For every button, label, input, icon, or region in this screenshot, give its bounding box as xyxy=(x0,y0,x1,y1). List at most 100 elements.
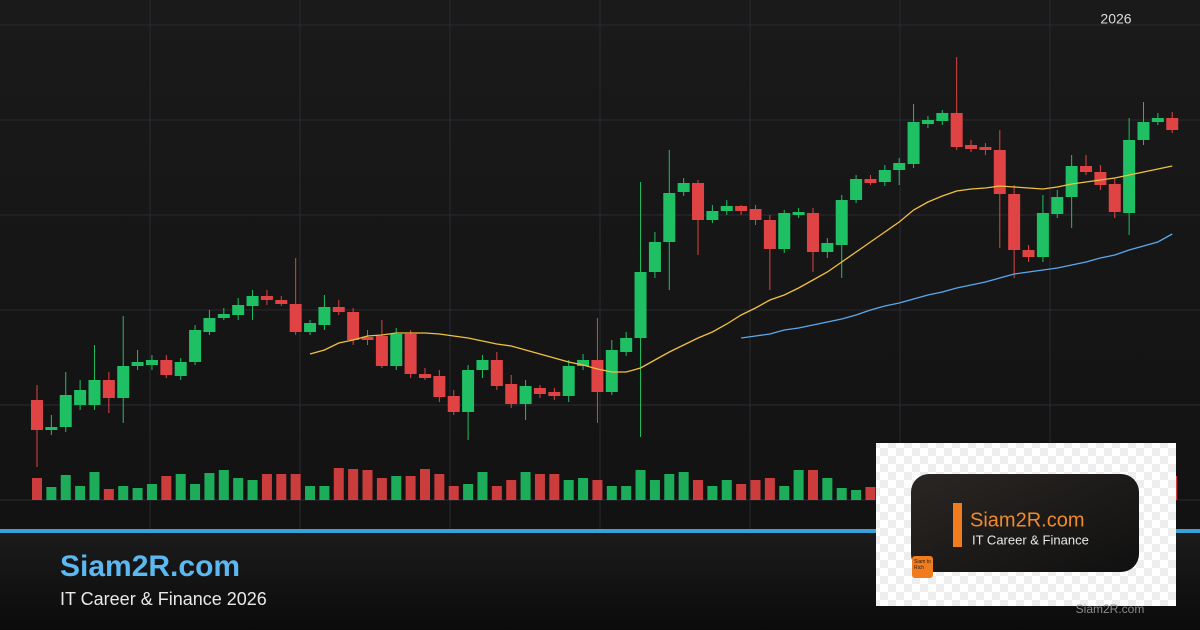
logo-card xyxy=(911,474,1139,572)
candle-body xyxy=(102,380,115,398)
candle-body xyxy=(533,388,546,394)
volume-bar xyxy=(520,472,531,500)
volume-bar xyxy=(851,490,862,500)
candle-body xyxy=(275,300,288,304)
candle-body xyxy=(979,147,992,150)
candle-body xyxy=(145,360,158,365)
candle-body xyxy=(174,362,187,376)
volume-bar xyxy=(247,480,258,500)
candle-body xyxy=(490,360,503,386)
candle-body xyxy=(505,384,518,404)
candle-body xyxy=(289,304,302,332)
volume-bar xyxy=(89,472,100,500)
volume-bar xyxy=(865,487,876,500)
volume-bar xyxy=(750,480,761,500)
candle-body xyxy=(1137,122,1150,140)
candle-body xyxy=(878,170,891,182)
volume-bar xyxy=(578,478,589,500)
year-label: 2026 xyxy=(1100,11,1131,27)
volume-bar xyxy=(405,476,416,500)
volume-bar xyxy=(391,476,402,500)
volume-bar xyxy=(319,486,330,500)
candle-body xyxy=(74,390,87,405)
volume-bar xyxy=(649,480,660,500)
candle-body xyxy=(591,360,604,392)
candle-body xyxy=(778,213,791,249)
grid xyxy=(0,0,1200,530)
candle-body xyxy=(720,206,733,211)
volume-bar xyxy=(32,478,42,500)
candle-body xyxy=(620,338,633,352)
candle-body xyxy=(462,370,475,412)
moving-average xyxy=(741,233,1173,339)
candle-body xyxy=(1036,213,1049,257)
candle-body xyxy=(304,323,317,332)
volume-bar xyxy=(348,469,359,500)
volume-bar xyxy=(75,486,86,500)
candle-body xyxy=(318,307,331,325)
candle-body xyxy=(1022,250,1035,257)
candle-body xyxy=(45,427,58,430)
candle-body xyxy=(850,179,863,200)
candle-body xyxy=(965,145,978,149)
logo-tagline: IT Career & Finance xyxy=(972,532,1089,547)
candle-body xyxy=(1094,172,1107,185)
logo-icon-box: Siam to Rich xyxy=(914,559,931,571)
candle-body xyxy=(203,318,216,332)
candle-body xyxy=(749,209,762,220)
volume-bar xyxy=(477,472,488,500)
candle-body xyxy=(648,242,661,272)
volume-bar xyxy=(534,474,545,500)
volume-bar xyxy=(161,476,172,500)
candle-body xyxy=(390,334,403,366)
candle-body xyxy=(88,380,101,405)
logo-icon xyxy=(912,556,933,578)
candle-body xyxy=(404,334,417,374)
volume-bar xyxy=(146,484,157,500)
logo: Siam2R.com IT Career & Finance Siam to R… xyxy=(876,443,1176,606)
watermark: Siam2R.com xyxy=(1076,602,1145,616)
candle-body xyxy=(347,312,360,340)
volume-bar xyxy=(305,486,316,500)
volume-bar xyxy=(448,486,459,500)
volume-bar xyxy=(807,470,818,500)
candle-body xyxy=(993,150,1006,194)
volume-bar xyxy=(793,470,804,500)
candle-body xyxy=(361,337,374,340)
candle-body xyxy=(893,163,906,170)
candle-body xyxy=(835,200,848,245)
volume-bar xyxy=(204,473,215,500)
candle-body xyxy=(1108,184,1121,212)
candle-body xyxy=(160,360,173,375)
volume-bar xyxy=(721,480,732,500)
banner-subtitle: IT Career & Finance 2026 xyxy=(60,589,267,609)
volume-bar xyxy=(693,480,704,500)
logo-icon-text: Siam to Rich xyxy=(914,559,931,571)
candle-body xyxy=(864,179,877,183)
volume-bar xyxy=(60,475,71,500)
candle-body xyxy=(1065,166,1078,197)
candle-body xyxy=(548,392,561,396)
divider xyxy=(0,529,1200,533)
candle-body xyxy=(1051,197,1064,214)
candle-body xyxy=(605,350,618,392)
candle-body xyxy=(1123,140,1136,213)
volume-bar xyxy=(376,478,387,500)
volume-bar xyxy=(563,480,574,500)
volume-bar xyxy=(592,480,603,500)
candle-body xyxy=(1008,194,1021,250)
volume-bar xyxy=(707,486,718,500)
candle-body xyxy=(433,376,446,397)
candle-body xyxy=(418,374,431,378)
volume-bar xyxy=(621,486,632,500)
volume-bar xyxy=(836,488,847,500)
candle-body xyxy=(806,213,819,252)
candle-body xyxy=(706,211,719,220)
volume-bar xyxy=(506,480,517,500)
volume-bar xyxy=(218,470,229,500)
volume-bar xyxy=(290,474,301,500)
candle-body xyxy=(476,360,489,370)
candle-body xyxy=(519,386,532,404)
volume-bar xyxy=(333,468,344,500)
candle-body xyxy=(821,243,834,252)
